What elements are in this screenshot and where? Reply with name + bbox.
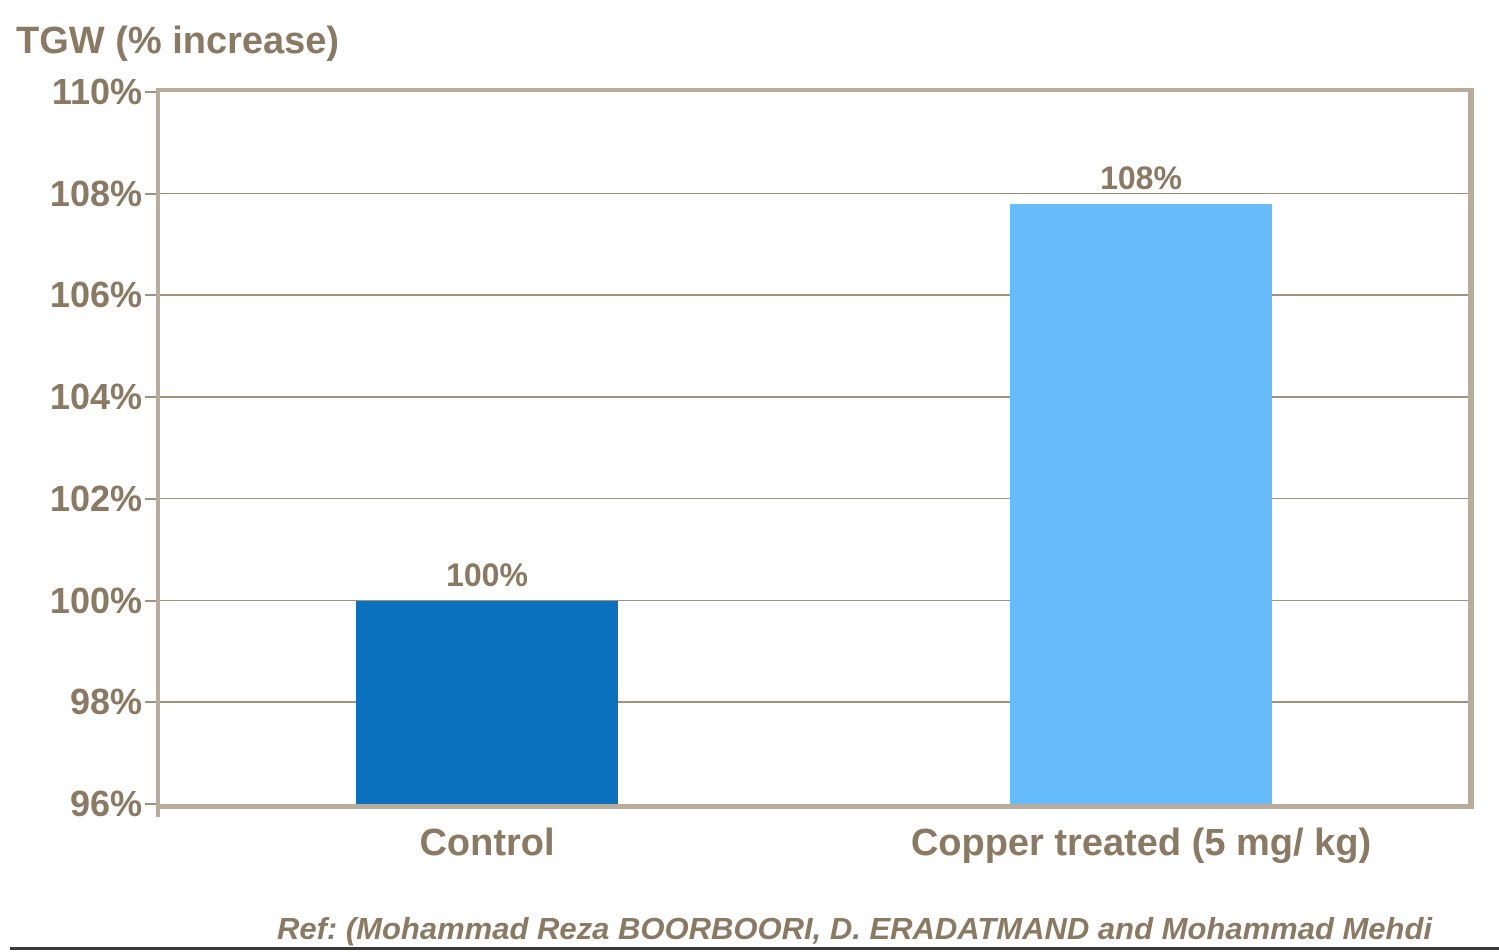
gridline (160, 497, 1468, 500)
reference-citation: Ref: (Mohammad Reza BOORBOORI, D. ERADAT… (276, 911, 1433, 946)
y-tick-mark (145, 91, 156, 93)
y-tick-label: 104% (49, 376, 142, 418)
y-tick-label: 102% (49, 477, 142, 519)
y-tick-label: 108% (49, 172, 142, 214)
y-tick-mark (145, 497, 156, 500)
y-tick-label: 100% (49, 579, 142, 621)
y-tick-label: 110% (51, 71, 142, 112)
gridline (160, 396, 1468, 398)
y-tick-label: 96% (69, 783, 142, 824)
y-tick-mark (145, 294, 156, 297)
y-tick-mark (145, 599, 156, 602)
plot-area: 100% 108% (156, 88, 1474, 809)
y-tick-mark (145, 192, 156, 195)
y-tick-label: 106% (49, 274, 142, 316)
x-category-label: Copper treated (5 mg/ kg) (910, 822, 1372, 864)
bar-value-label: 100% (446, 556, 528, 593)
gridline (160, 192, 1468, 195)
chart-title: TGW (% increase) (16, 20, 340, 62)
y-tick-mark (145, 803, 156, 805)
gridline (160, 599, 1468, 602)
bar (356, 600, 618, 804)
bar-value-label: 108% (1100, 159, 1182, 196)
y-tick-label: 98% (69, 681, 142, 723)
y-tick-mark (145, 701, 156, 704)
x-axis-tick (156, 809, 160, 817)
gridline (160, 701, 1468, 703)
y-tick-mark (145, 396, 156, 399)
bar (1010, 203, 1272, 804)
x-category-label: Control (419, 822, 555, 864)
bottom-divider-line (10, 947, 1499, 950)
gridline (160, 294, 1468, 296)
